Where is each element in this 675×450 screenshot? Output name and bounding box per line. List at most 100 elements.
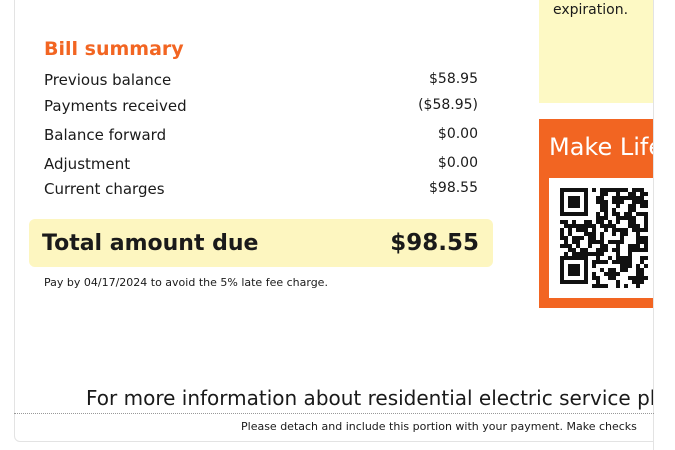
qr-module — [620, 264, 624, 268]
qr-module — [588, 236, 592, 240]
qr-module — [600, 236, 604, 240]
qr-module — [640, 204, 644, 208]
qr-module — [604, 260, 608, 264]
qr-module — [568, 224, 572, 228]
qr-module — [644, 200, 648, 204]
qr-module — [628, 252, 632, 256]
summary-row: Balance forward $0.00 — [44, 126, 478, 144]
qr-module — [604, 244, 608, 248]
qr-module — [644, 240, 648, 244]
qr-module — [604, 216, 608, 220]
qr-module — [632, 192, 636, 196]
qr-module — [572, 240, 576, 244]
qr-module — [560, 220, 564, 224]
qr-module — [596, 276, 600, 280]
qr-module — [612, 276, 616, 280]
qr-module — [596, 212, 600, 216]
qr-module — [592, 260, 596, 264]
qr-module — [564, 240, 568, 244]
qr-module — [616, 192, 620, 196]
qr-module — [600, 200, 604, 204]
total-amount-due: Total amount due $98.55 — [29, 219, 493, 267]
row-value: $0.00 — [437, 155, 478, 171]
qr-module — [624, 256, 628, 260]
qr-module — [620, 268, 624, 272]
qr-module — [640, 228, 644, 232]
qr-module — [600, 204, 604, 208]
qr-module — [628, 196, 632, 200]
qr-module — [620, 188, 624, 192]
qr-module — [632, 216, 636, 220]
qr-module — [592, 272, 596, 276]
qr-module — [616, 216, 620, 220]
qr-module — [636, 236, 640, 240]
qr-module — [600, 220, 604, 224]
qr-module — [644, 220, 648, 224]
qr-code[interactable] — [549, 178, 653, 298]
qr-module — [560, 236, 564, 240]
qr-module — [576, 228, 580, 232]
qr-module — [608, 268, 612, 272]
summary-row: Previous balance $58.95 — [44, 71, 478, 89]
qr-module — [596, 248, 600, 252]
qr-module — [632, 196, 636, 200]
qr-module — [572, 220, 576, 224]
qr-module — [608, 276, 612, 280]
qr-module — [624, 212, 628, 216]
qr-module — [604, 204, 608, 208]
qr-module — [596, 200, 600, 204]
qr-module — [636, 228, 640, 232]
qr-module — [636, 268, 640, 272]
row-value: $58.95 — [429, 71, 478, 87]
qr-module — [612, 188, 616, 192]
qr-module — [644, 192, 648, 196]
qr-module — [592, 240, 596, 244]
qr-module — [572, 248, 576, 252]
more-info-text: For more information about residential e… — [86, 386, 653, 410]
qr-module — [616, 280, 620, 284]
qr-module — [568, 196, 580, 208]
qr-module — [564, 236, 568, 240]
qr-module — [588, 220, 592, 224]
qr-module — [636, 196, 640, 200]
qr-module — [624, 264, 628, 268]
qr-module — [640, 240, 644, 244]
qr-module — [640, 256, 644, 260]
qr-module — [640, 276, 644, 280]
qr-module — [600, 232, 604, 236]
qr-module — [596, 256, 600, 260]
qr-module — [628, 260, 632, 264]
qr-module — [624, 268, 628, 272]
qr-module — [624, 232, 628, 236]
qr-module — [620, 236, 624, 240]
qr-module — [576, 252, 580, 256]
qr-module — [640, 280, 644, 284]
qr-module — [628, 276, 632, 280]
qr-module — [604, 188, 608, 192]
qr-module — [624, 228, 628, 232]
qr-module — [636, 224, 640, 228]
qr-module — [576, 240, 580, 244]
qr-module — [616, 196, 620, 200]
qr-module — [608, 188, 612, 192]
qr-module — [568, 228, 572, 232]
total-label: Total amount due — [42, 230, 259, 256]
qr-module — [644, 204, 648, 208]
qr-module — [616, 200, 620, 204]
row-label: Previous balance — [44, 71, 172, 89]
qr-module — [600, 252, 604, 256]
qr-module — [580, 224, 584, 228]
qr-module — [644, 228, 648, 232]
qr-module — [604, 212, 608, 216]
qr-module — [632, 244, 636, 248]
qr-module — [644, 212, 648, 216]
qr-module — [628, 216, 632, 220]
promo-box: Make Life — [539, 119, 653, 308]
summary-row: Payments received ($58.95) — [44, 97, 478, 115]
qr-module — [564, 244, 568, 248]
qr-module — [608, 272, 612, 276]
qr-module — [600, 240, 604, 244]
qr-module — [620, 228, 624, 232]
qr-module — [620, 256, 624, 260]
qr-module — [588, 224, 592, 228]
